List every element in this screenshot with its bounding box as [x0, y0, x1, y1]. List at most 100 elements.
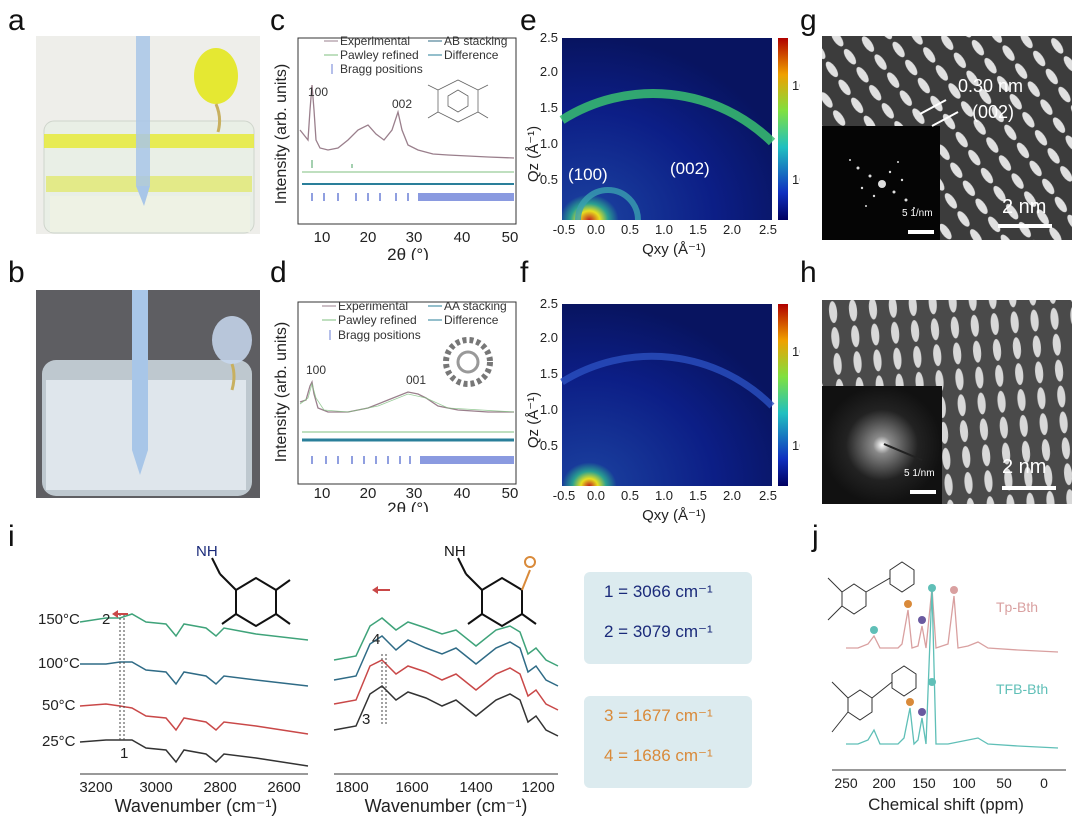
panel-i-molecule-left — [211, 557, 291, 628]
panel-label-f: f — [520, 256, 529, 289]
panel-label-a: a — [8, 4, 25, 37]
photo-b-drawing — [36, 290, 260, 498]
panel-c-xlabel: 2θ (°) — [387, 245, 429, 260]
panel-i-plot: NH NH 150°C 100°C 50°C 25°C 1 2 3 4 3200… — [38, 543, 559, 816]
panel-d-plot: Experimental AA stacking Pawley refined … — [273, 299, 518, 512]
panel-e-xtick-0: -0.5 — [553, 222, 575, 237]
panel-e-ytick-1: 1.0 — [540, 136, 558, 151]
value-box-2 — [584, 696, 752, 788]
panel-j-series-tfb: TFB-Bth — [996, 681, 1048, 697]
panel-e-cbar-0: 10² — [792, 78, 800, 93]
panel-d-xtick-3: 40 — [454, 485, 471, 502]
panel-d-peak-100: 100 — [306, 363, 326, 377]
panel-i-nh-right: NH — [444, 543, 466, 560]
panel-c-peak-100: 100 — [308, 85, 328, 99]
panel-f-ytick-2: 1.5 — [540, 366, 558, 381]
panel-f-ytick-3: 2.0 — [540, 330, 558, 345]
panel-e-annot-002: (002) — [670, 159, 710, 178]
panel-e-cbar-1: 10¹ — [792, 172, 800, 187]
panel-d-legend-2: Pawley refined — [338, 313, 417, 327]
panel-e-xtick-5: 2.0 — [723, 222, 741, 237]
panel-j-dot-6 — [906, 698, 914, 706]
panel-i-left-xtick-2: 2800 — [203, 779, 236, 796]
tem-g-drawing — [822, 36, 1072, 240]
panel-f-xtick-6: 2.5 — [759, 488, 777, 503]
panel-i-right-xtick-3: 1200 — [521, 779, 554, 796]
panel-c-experimental — [299, 84, 515, 159]
panel-d-peak-001: 001 — [406, 373, 426, 387]
panel-e-colorbar — [778, 38, 788, 220]
panel-f-xtick-4: 1.5 — [689, 488, 707, 503]
panel-i-left-100 — [80, 661, 309, 687]
photo-a — [36, 36, 260, 234]
panel-i-molecule-right — [457, 557, 537, 628]
tem-image-h: 5 1/nm 2 nm — [822, 300, 1072, 504]
panel-j-series-tp: Tp-Bth — [996, 599, 1038, 615]
value-box-1 — [584, 572, 752, 664]
panel-d-xlabel: 2θ (°) — [387, 499, 429, 512]
panel-c-xtick-1: 20 — [360, 229, 377, 246]
panel-i-right-150 — [333, 617, 559, 667]
panel-f-colorbar — [778, 304, 788, 486]
panel-j-xtick-2: 150 — [912, 775, 936, 791]
panel-e-ytick-4: 2.5 — [540, 30, 558, 45]
panel-j-dot-7 — [918, 708, 926, 716]
panel-e-ytick-0: 0.5 — [540, 172, 558, 187]
value-box-2-line-2: 4 = 1686 cm⁻¹ — [604, 746, 713, 765]
panel-j-molecule-bottom — [831, 665, 917, 733]
panel-j-xtick-3: 100 — [952, 775, 976, 791]
panel-c-xtick-0: 10 — [314, 229, 331, 246]
panel-d-legend-3: Difference — [444, 313, 499, 327]
panel-i-marker-4: 4 — [372, 631, 380, 648]
panel-j-tfb-bth — [846, 587, 1059, 749]
panel-c-bragg — [311, 193, 514, 201]
panel-c-legend-1: AB stacking — [444, 34, 507, 48]
panel-c-peak-002: 002 — [392, 97, 412, 111]
panel-d-pawley — [299, 382, 515, 413]
panel-d-xtick-1: 20 — [360, 485, 377, 502]
panel-e-ring-002 — [559, 89, 776, 146]
panel-j-dot-5 — [870, 626, 878, 634]
panel-d-ylabel: Intensity (arb. units) — [273, 322, 290, 463]
panel-c-molecule — [427, 79, 489, 123]
panel-label-j: j — [812, 520, 819, 553]
panel-i-marker-3: 3 — [362, 711, 370, 728]
panel-j-xtick-0: 250 — [834, 775, 858, 791]
panel-c-legend-3: Difference — [444, 48, 499, 62]
panel-f-ytick-1: 1.0 — [540, 402, 558, 417]
panel-e-xlabel: Qxy (Å⁻¹) — [642, 241, 706, 258]
panel-e-xtick-4: 1.5 — [689, 222, 707, 237]
tem-image-g: 0.30 nm (002) 5 1/nm 2 nm — [822, 36, 1072, 240]
panel-f-xtick-5: 2.0 — [723, 488, 741, 503]
value-box-1-line-2: 2 = 3079 cm⁻¹ — [604, 622, 713, 641]
panel-e-ytick-3: 2.0 — [540, 64, 558, 79]
panel-j-xlabel: Chemical shift (ppm) — [868, 795, 1024, 814]
panel-i-left-xlabel: Wavenumber (cm⁻¹) — [115, 796, 278, 816]
panel-d-xtick-0: 10 — [314, 485, 331, 502]
photo-b — [36, 290, 260, 498]
panel-d-legend-4: Bragg positions — [338, 328, 421, 342]
panel-e-plot: 10² 10¹ (100) (002) 0.5 1.0 1.5 2.0 2.5 … — [525, 30, 800, 258]
panel-i-temp-25: 25°C — [42, 733, 76, 750]
panel-f-cbar-1: 10¹ — [792, 438, 800, 453]
panel-j-dot-4 — [950, 586, 958, 594]
panel-i-nh-left: NH — [196, 543, 218, 560]
panel-label-h: h — [800, 256, 817, 289]
panel-j-dot-8 — [928, 678, 936, 686]
panel-i-right-100 — [333, 635, 559, 687]
panel-f-xtick-1: 0.0 — [587, 488, 605, 503]
panel-label-d: d — [270, 256, 287, 289]
panel-c-frame — [297, 37, 517, 225]
panel-i-right-25 — [333, 685, 559, 737]
panel-e-ylabel: Qz (Å⁻¹) — [525, 126, 542, 182]
panel-label-c: c — [270, 4, 285, 37]
tem-h-scale: 2 nm — [1002, 456, 1047, 478]
panel-d-frame — [297, 301, 517, 485]
tem-g-fft-scale: 5 1/nm — [902, 208, 933, 219]
panel-i-left-xtick-0: 3200 — [79, 779, 112, 796]
tem-g-scale: 2 nm — [1002, 196, 1047, 218]
panel-c-xtick-4: 50 — [502, 229, 519, 246]
panel-c-xtick-3: 40 — [454, 229, 471, 246]
panel-i-left-150 — [79, 613, 309, 641]
tem-g-plane: (002) — [972, 102, 1015, 122]
